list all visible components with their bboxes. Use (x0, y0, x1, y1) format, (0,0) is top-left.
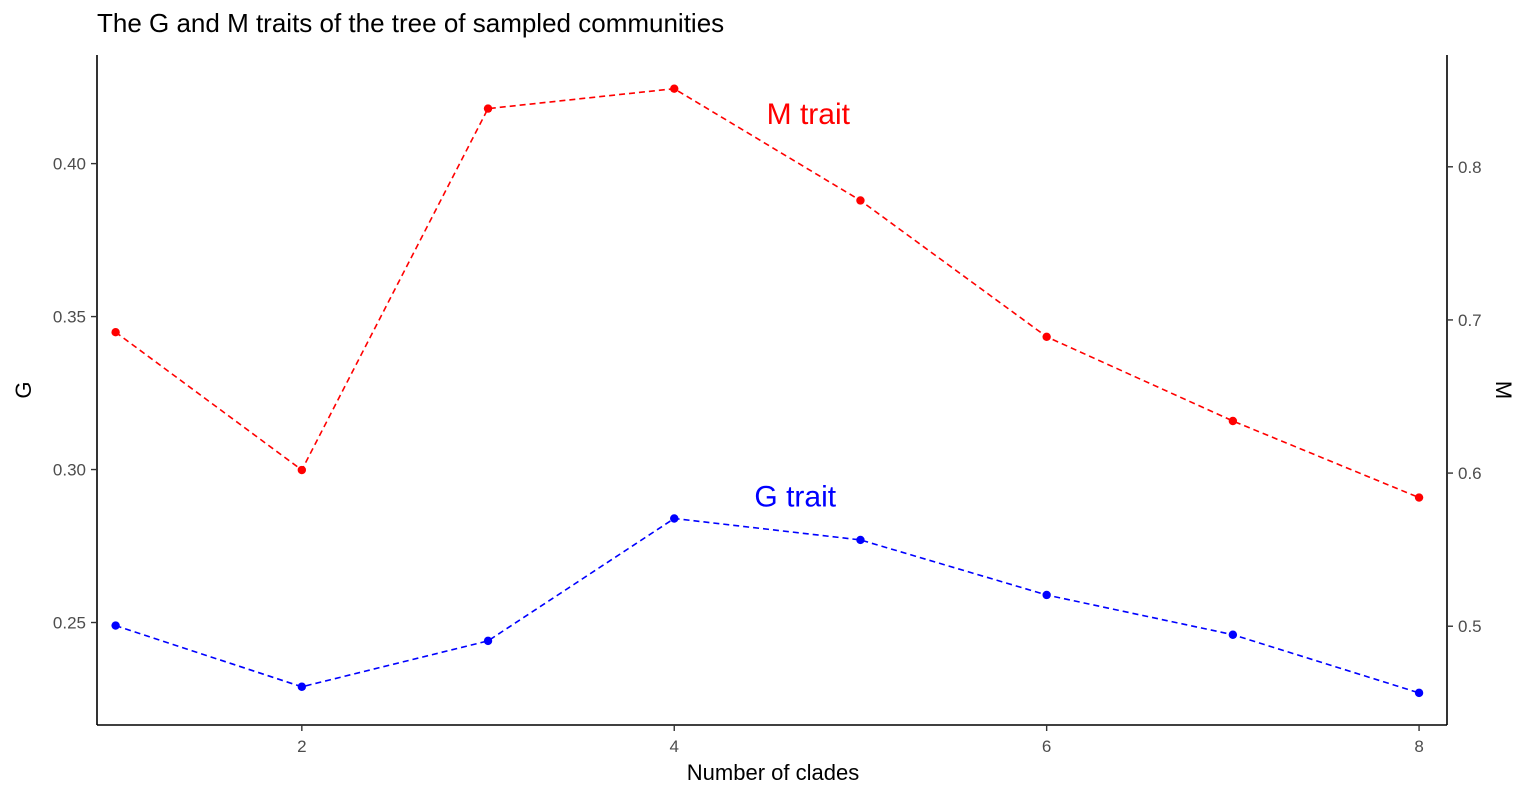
series-line-0 (115, 517, 1420, 694)
data-point (1414, 688, 1424, 698)
x-tick-label: 8 (1414, 737, 1423, 756)
y-left-tick-label: 0.30 (53, 461, 86, 480)
data-point (856, 196, 865, 205)
series-points (111, 84, 1424, 698)
y-axis-right-label: M (1491, 380, 1516, 400)
data-point (483, 104, 493, 113)
chart-title: The G and M traits of the tree of sample… (97, 8, 725, 38)
series-line-1 (115, 87, 1420, 499)
data-point (483, 636, 493, 646)
data-point (111, 621, 120, 630)
data-point (1228, 630, 1238, 639)
data-point (856, 535, 865, 545)
annotations: M trait G trait (754, 98, 850, 513)
x-tick-label: 4 (670, 737, 679, 756)
y-left-tick-label: 0.35 (53, 308, 86, 327)
y-right-tick-label: 0.8 (1458, 158, 1482, 177)
x-tick-label: 6 (1042, 737, 1051, 756)
data-point (297, 682, 307, 691)
y-axis-left-label: G (11, 381, 36, 399)
x-axis-label: Number of clades (686, 760, 860, 785)
data-point (1042, 332, 1051, 341)
data-point (1042, 590, 1051, 600)
data-point (670, 84, 679, 93)
y-left-tick-label: 0.25 (53, 614, 86, 633)
x-tick-label: 2 (297, 737, 306, 756)
data-point (111, 327, 120, 337)
data-point (670, 514, 679, 523)
data-point (1414, 493, 1424, 502)
annotation-label: G trait (754, 480, 836, 513)
series-lines (115, 87, 1420, 694)
y-left-tick-label: 0.40 (53, 155, 86, 174)
data-point (297, 465, 307, 475)
y-right-tick-label: 0.6 (1458, 464, 1482, 483)
axes: 2 4 6 8 0.25 0.30 0.35 0.40 0.5 0.6 0.7 0.8 (53, 55, 1482, 756)
data-point (1228, 416, 1238, 426)
annotation-label: M trait (767, 98, 851, 131)
y-right-tick-label: 0.5 (1458, 617, 1482, 636)
y-right-tick-label: 0.7 (1458, 311, 1482, 330)
